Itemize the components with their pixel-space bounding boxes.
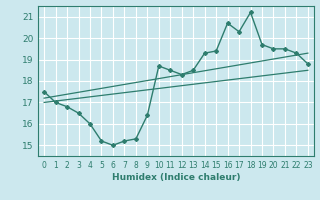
X-axis label: Humidex (Indice chaleur): Humidex (Indice chaleur) xyxy=(112,173,240,182)
